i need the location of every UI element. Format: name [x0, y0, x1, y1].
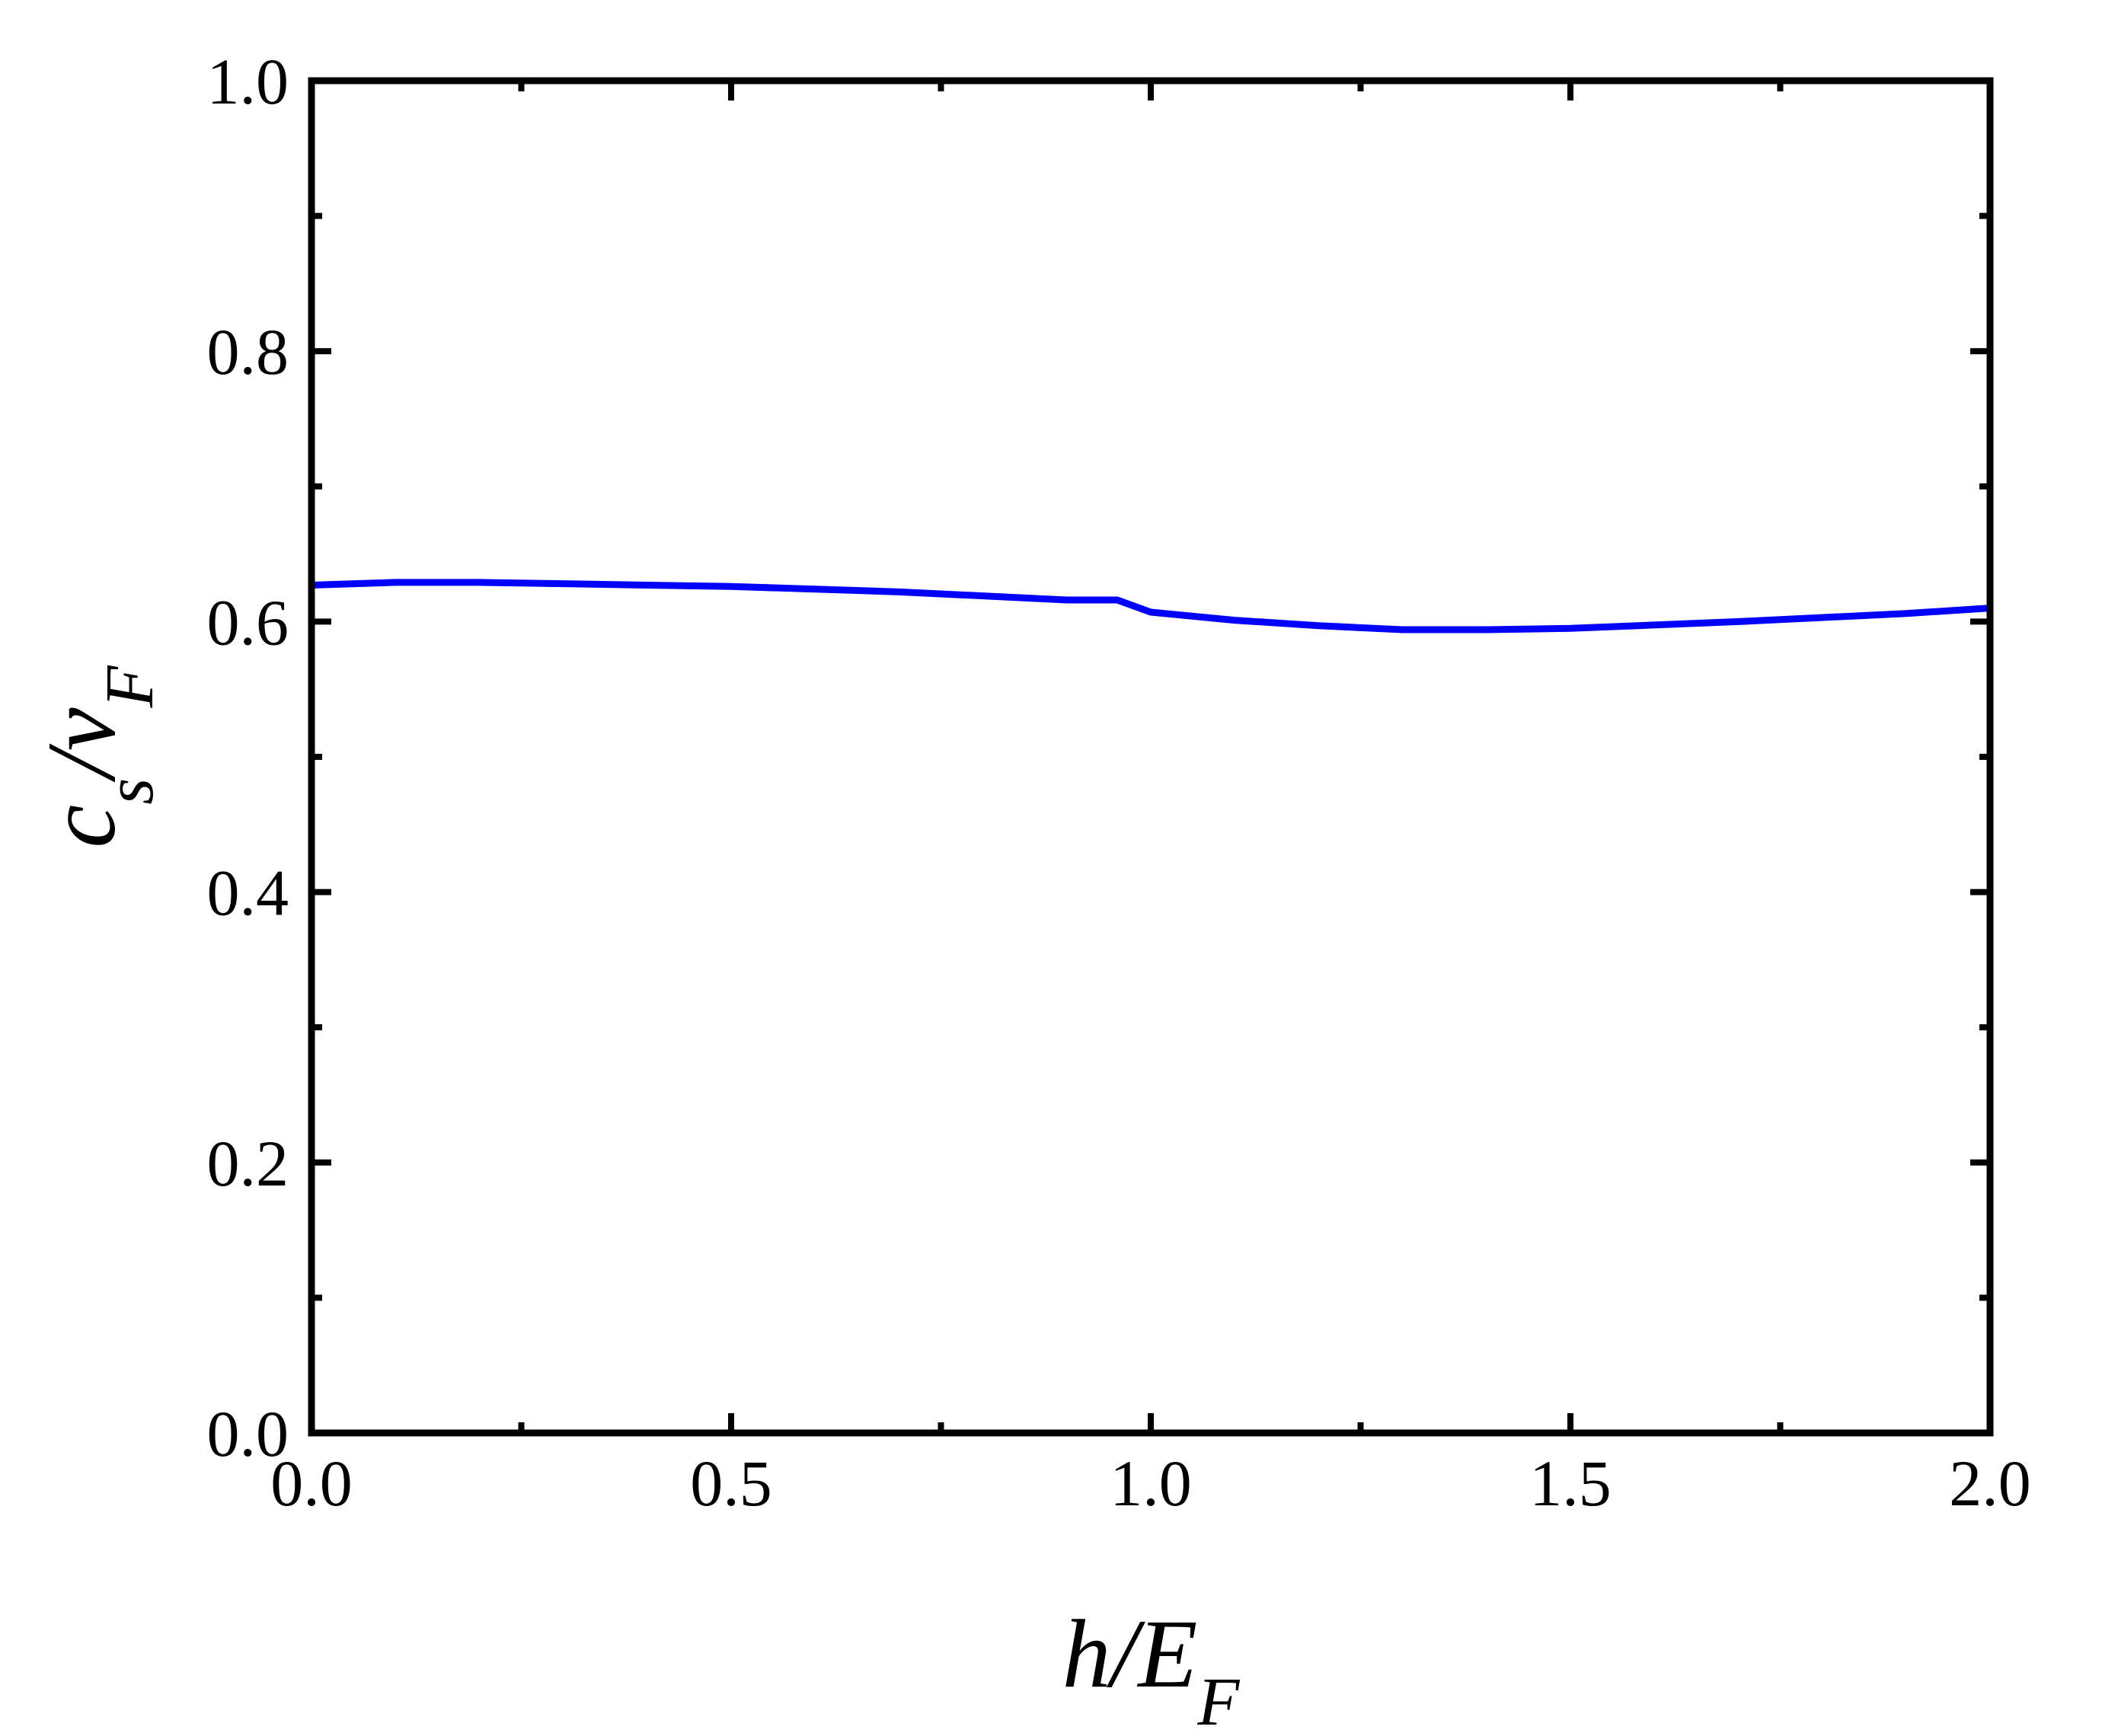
axis-label-part: /v — [27, 707, 136, 783]
axis-label-part: h/E — [1062, 1600, 1198, 1708]
y-tick-label: 0.6 — [207, 586, 289, 659]
x-axis-label: h/EF — [1062, 1600, 1241, 1736]
data-line — [311, 579, 1991, 633]
y-tick-label: 0.8 — [207, 315, 289, 388]
x-tick-label: 0.0 — [270, 1447, 353, 1520]
y-axis-label: cs/vF — [27, 665, 168, 847]
axis-label-part: F — [92, 665, 168, 708]
axis-label-part: F — [1196, 1664, 1240, 1736]
x-tick-label: 2.0 — [1949, 1447, 2031, 1520]
y-tick-label: 0.4 — [207, 857, 289, 930]
x-tick-label: 1.0 — [1110, 1447, 1192, 1520]
axis-label-part: c — [27, 805, 136, 848]
y-tick-label: 1.0 — [207, 45, 289, 118]
y-tick-label: 0.0 — [207, 1397, 289, 1470]
x-tick-label: 0.5 — [690, 1447, 772, 1520]
axis-label-part: s — [92, 778, 168, 805]
y-tick-label: 0.2 — [207, 1127, 289, 1200]
plot-frame — [308, 77, 1994, 1437]
x-tick-label: 1.5 — [1529, 1447, 1612, 1520]
